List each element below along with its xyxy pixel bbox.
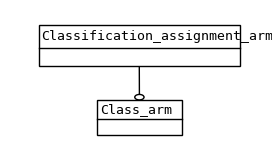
Text: Classification_assignment_arm: Classification_assignment_arm [41,30,272,43]
Bar [39,25,240,66]
Bar [97,100,182,135]
Text: Class_arm: Class_arm [100,103,172,116]
Circle shape [135,95,144,100]
